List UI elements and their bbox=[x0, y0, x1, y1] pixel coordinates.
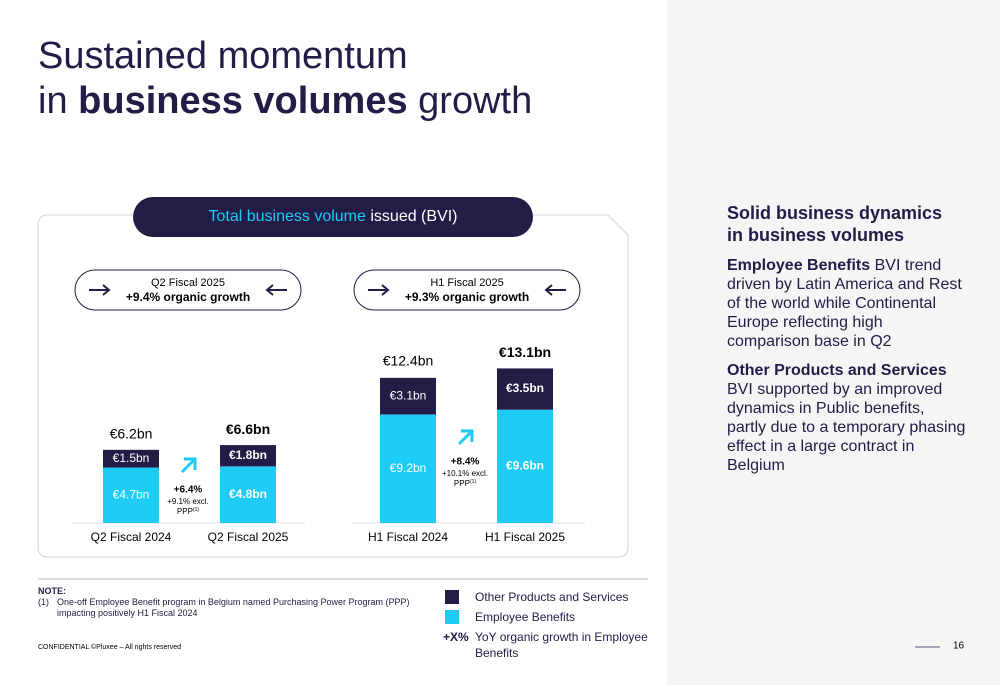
title-line: Sustained momentum bbox=[38, 35, 408, 77]
legend: Other Products and Services Employee Ben… bbox=[443, 589, 653, 665]
bar-segment bbox=[380, 377, 436, 415]
growth-note: +9.1% excl. bbox=[167, 497, 209, 506]
pill-arrow-head bbox=[102, 284, 111, 296]
paragraph: Employee Benefits BVI trend driven by La… bbox=[727, 256, 967, 351]
growth-label: +9.3% organic growth bbox=[405, 290, 529, 304]
title-bold: business volumes bbox=[78, 80, 408, 122]
growth-arrow bbox=[457, 429, 474, 446]
value-label: €1.5bn bbox=[113, 451, 150, 465]
lead: Employee Benefits bbox=[727, 257, 871, 274]
footnote: NOTE: (1) One-off Employee Benefit progra… bbox=[38, 586, 418, 619]
legend-item: Employee Benefits bbox=[443, 609, 653, 625]
banner-rest: issued (BVI) bbox=[370, 208, 457, 225]
legend-label: Employee Benefits bbox=[475, 610, 576, 624]
heading-line: Solid business dynamics bbox=[727, 203, 943, 223]
growth-change: +6.4% bbox=[174, 485, 203, 496]
text: BVI trend driven by Latin America and Re… bbox=[727, 257, 962, 350]
legend-swatch bbox=[445, 590, 459, 604]
note-word: PPP bbox=[177, 507, 193, 516]
title-part: growth bbox=[418, 80, 533, 122]
note-word: PPP bbox=[454, 479, 470, 488]
legend-swatch bbox=[445, 610, 459, 624]
category-label: Q2 Fiscal 2025 bbox=[208, 530, 289, 544]
text: BVI supported by an improved dynamics in… bbox=[727, 381, 966, 474]
value-label: €9.2bn bbox=[390, 461, 427, 475]
note-ref: (1) bbox=[470, 479, 476, 485]
value-label: €1.8bn bbox=[229, 448, 267, 462]
bar-segment bbox=[103, 467, 159, 523]
growth-note: PPP(1) bbox=[177, 507, 199, 516]
growth-note: PPP(1) bbox=[454, 479, 476, 488]
bar-segment bbox=[220, 466, 276, 523]
growth-change: +8.4% bbox=[451, 457, 480, 468]
legend-item: +X% YoY organic growth in Employee Benefi… bbox=[443, 629, 653, 661]
banner bbox=[133, 197, 533, 237]
period-pill bbox=[353, 269, 581, 311]
category-label: H1 Fiscal 2025 bbox=[485, 530, 565, 544]
paragraph: Other Products and Services BVI supported… bbox=[727, 361, 967, 475]
total-label: €13.1bn bbox=[499, 344, 551, 360]
side-panel bbox=[667, 0, 1000, 685]
value-label: €9.6bn bbox=[506, 459, 544, 473]
title-part: in bbox=[38, 80, 68, 122]
growth-arrow bbox=[180, 457, 197, 474]
pill-arrow-head bbox=[544, 284, 553, 296]
confidential: CONFIDENTIAL ©Pluxee – All rights reserv… bbox=[38, 643, 181, 651]
lead: Other Products and Services bbox=[727, 362, 947, 379]
legend-item: Other Products and Services bbox=[443, 589, 653, 605]
total-label: €6.2bn bbox=[110, 426, 153, 442]
period-pill bbox=[74, 269, 302, 311]
pill-arrow-head bbox=[381, 284, 390, 296]
heading-line: in business volumes bbox=[727, 225, 905, 245]
bar-segment bbox=[497, 409, 553, 523]
period-label: Q2 Fiscal 2025 bbox=[151, 277, 225, 289]
legend-label: YoY organic growth in Employee Benefits bbox=[475, 630, 648, 660]
total-label: €12.4bn bbox=[383, 352, 434, 368]
chart-frame bbox=[37, 214, 629, 558]
slide-title: Sustained momentum in business volumes g… bbox=[38, 34, 532, 124]
note: (1) One-off Employee Benefit program in B… bbox=[38, 597, 417, 619]
note-title: NOTE: bbox=[38, 586, 66, 596]
note-ref: (1) bbox=[38, 597, 49, 607]
bar-segment bbox=[220, 445, 276, 467]
pill-arrow-head bbox=[265, 284, 274, 296]
growth-key: +X% bbox=[443, 630, 469, 644]
bar-segment bbox=[103, 449, 159, 468]
page-number: 16 bbox=[953, 641, 965, 652]
total-label: €6.6bn bbox=[226, 421, 270, 437]
side-heading: Solid business dynamics in business volum… bbox=[727, 202, 967, 246]
banner-highlight: Total business volume bbox=[208, 208, 366, 225]
side-text: Solid business dynamics in business volum… bbox=[727, 202, 967, 485]
value-label: €3.1bn bbox=[390, 388, 427, 402]
value-label: €4.8bn bbox=[229, 487, 267, 501]
bar-segment bbox=[380, 414, 436, 523]
growth-note: +10.1% excl. bbox=[442, 469, 488, 478]
value-label: €3.5bn bbox=[506, 381, 544, 395]
note-ref: (1) bbox=[193, 507, 199, 513]
bar-segment bbox=[497, 368, 553, 410]
category-label: H1 Fiscal 2024 bbox=[368, 530, 448, 544]
category-label: Q2 Fiscal 2024 bbox=[91, 530, 172, 544]
growth-label: +9.4% organic growth bbox=[126, 290, 250, 304]
period-label: H1 Fiscal 2025 bbox=[430, 277, 503, 289]
banner-text: Total business volume issued (BVI) bbox=[208, 208, 457, 225]
value-label: €4.7bn bbox=[113, 487, 150, 501]
note-text: One-off Employee Benefit program in Belg… bbox=[57, 597, 410, 618]
legend-label: Other Products and Services bbox=[475, 590, 629, 604]
